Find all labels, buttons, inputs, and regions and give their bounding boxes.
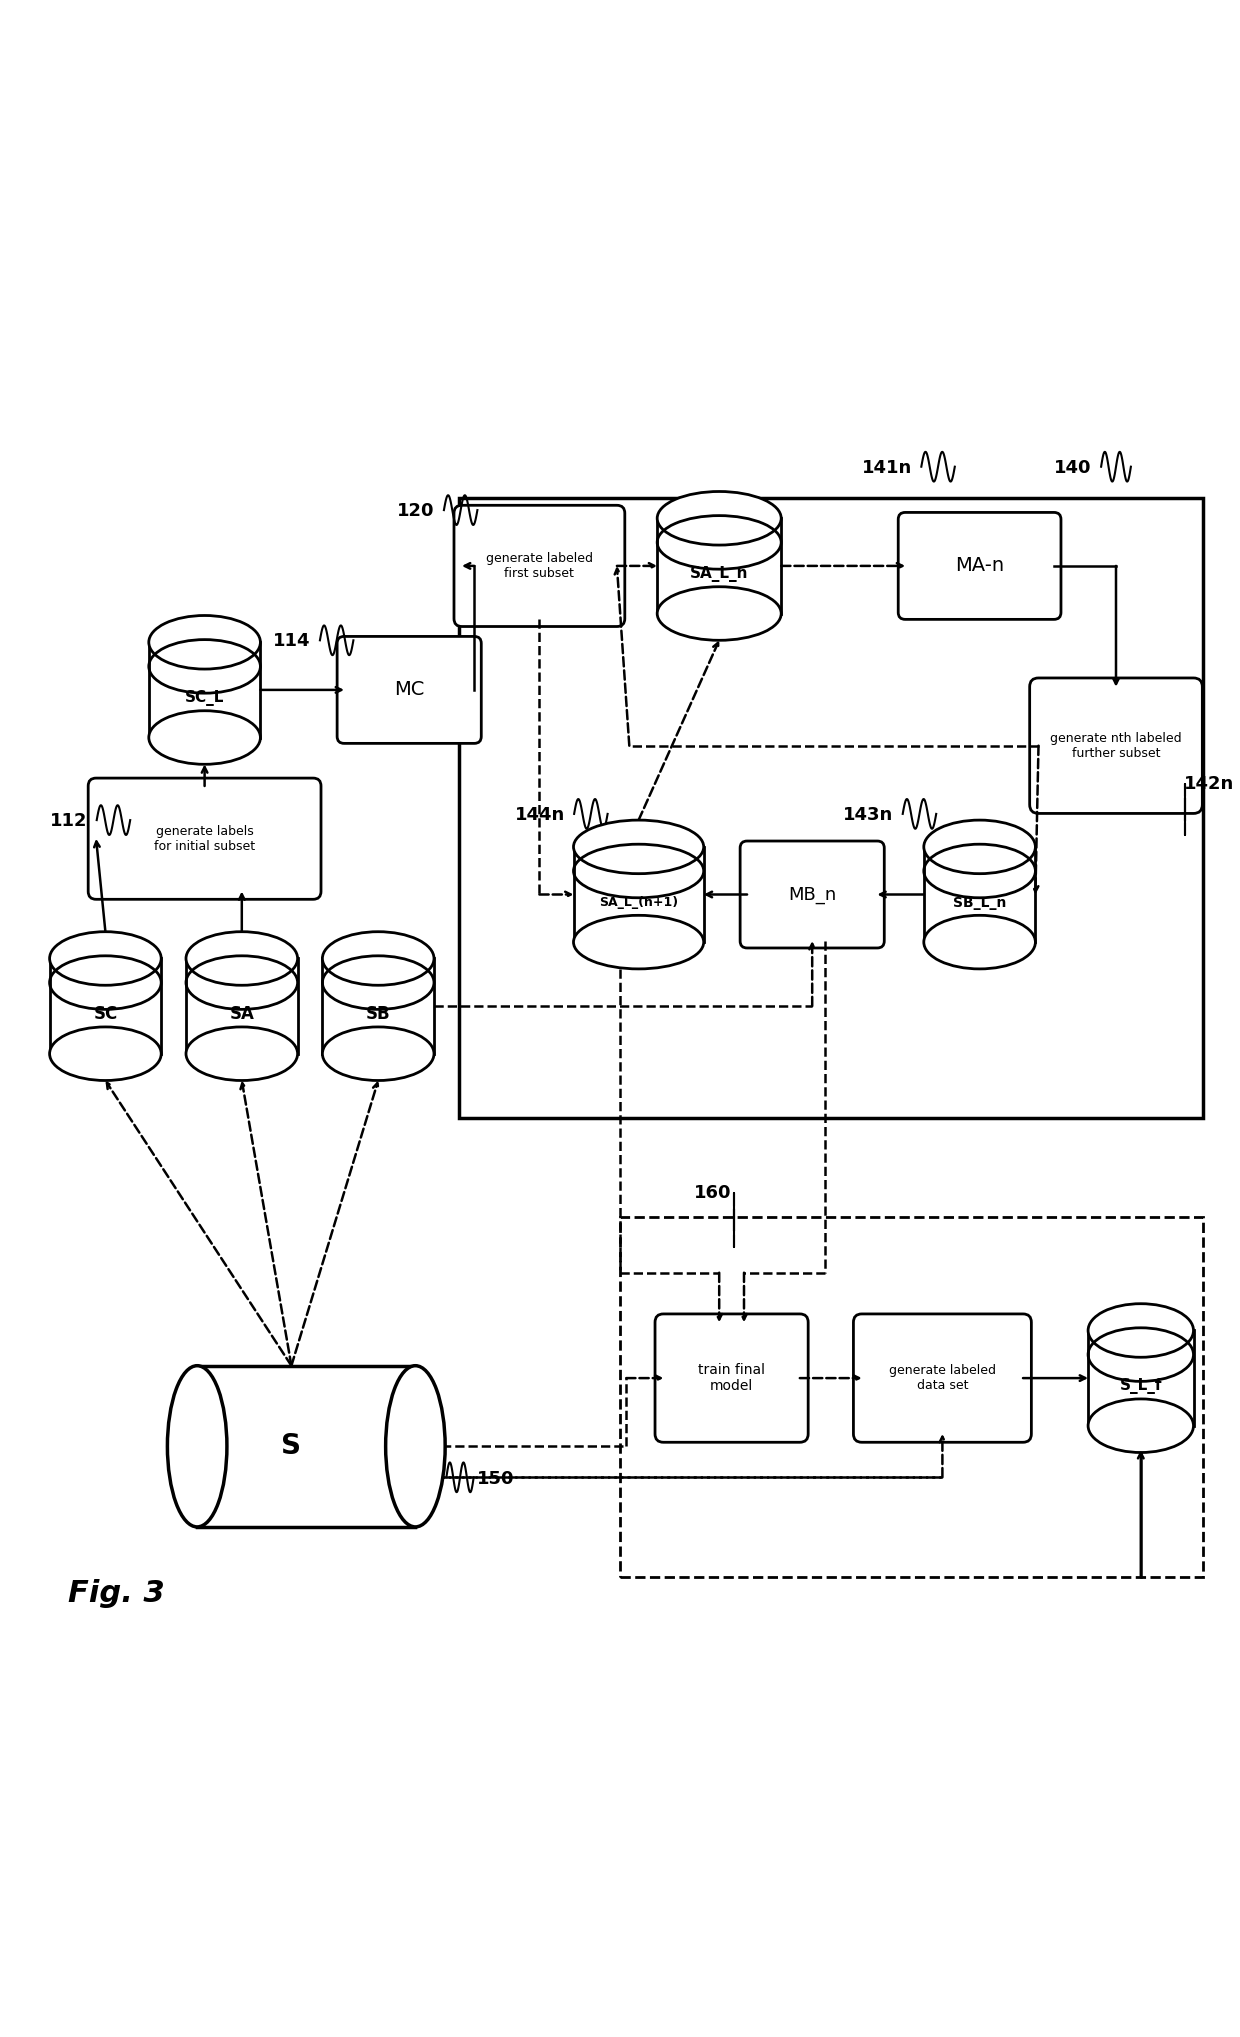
Text: 150: 150 xyxy=(477,1469,515,1487)
Ellipse shape xyxy=(149,711,260,764)
Ellipse shape xyxy=(573,915,704,970)
Ellipse shape xyxy=(322,1027,434,1080)
FancyBboxPatch shape xyxy=(620,1216,1203,1577)
Polygon shape xyxy=(50,959,161,1053)
Polygon shape xyxy=(573,847,704,943)
FancyBboxPatch shape xyxy=(337,636,481,744)
Ellipse shape xyxy=(186,1027,298,1080)
Text: generate labels
for initial subset: generate labels for initial subset xyxy=(154,825,255,854)
Polygon shape xyxy=(657,517,781,613)
Text: Fig. 3: Fig. 3 xyxy=(68,1579,165,1607)
Ellipse shape xyxy=(924,821,1035,874)
FancyBboxPatch shape xyxy=(898,513,1061,619)
Text: SC: SC xyxy=(93,1004,118,1023)
Ellipse shape xyxy=(50,1027,161,1080)
Text: S_L_f: S_L_f xyxy=(1120,1379,1162,1393)
Text: generate labeled
data set: generate labeled data set xyxy=(889,1365,996,1391)
FancyBboxPatch shape xyxy=(459,497,1203,1118)
Ellipse shape xyxy=(149,615,260,668)
Polygon shape xyxy=(322,959,434,1053)
FancyBboxPatch shape xyxy=(853,1314,1032,1442)
Text: 144n: 144n xyxy=(515,807,565,825)
Text: generate labeled
first subset: generate labeled first subset xyxy=(486,552,593,581)
Ellipse shape xyxy=(924,915,1035,970)
Text: 140: 140 xyxy=(1054,458,1091,477)
Text: SA_L_n: SA_L_n xyxy=(689,566,749,583)
Text: MB_n: MB_n xyxy=(789,886,836,904)
Ellipse shape xyxy=(657,587,781,640)
FancyBboxPatch shape xyxy=(454,505,625,627)
Polygon shape xyxy=(149,642,260,737)
FancyBboxPatch shape xyxy=(1029,678,1203,813)
Text: MC: MC xyxy=(394,680,424,699)
Text: 114: 114 xyxy=(273,634,310,650)
Text: SA_L_(n+1): SA_L_(n+1) xyxy=(599,896,678,909)
FancyBboxPatch shape xyxy=(740,841,884,947)
Ellipse shape xyxy=(386,1365,445,1528)
Text: SB_L_n: SB_L_n xyxy=(952,896,1007,911)
FancyBboxPatch shape xyxy=(655,1314,808,1442)
Polygon shape xyxy=(924,847,1035,943)
Ellipse shape xyxy=(1089,1304,1193,1357)
Ellipse shape xyxy=(50,931,161,986)
Polygon shape xyxy=(1089,1330,1193,1426)
FancyBboxPatch shape xyxy=(88,778,321,898)
Ellipse shape xyxy=(573,821,704,874)
Ellipse shape xyxy=(167,1365,227,1528)
Text: generate nth labeled
further subset: generate nth labeled further subset xyxy=(1050,731,1182,760)
Polygon shape xyxy=(186,959,298,1053)
Text: SC_L: SC_L xyxy=(185,691,224,707)
Ellipse shape xyxy=(1089,1399,1193,1452)
Ellipse shape xyxy=(186,931,298,986)
Text: train final
model: train final model xyxy=(698,1363,765,1393)
Text: 141n: 141n xyxy=(862,458,913,477)
Ellipse shape xyxy=(322,931,434,986)
Ellipse shape xyxy=(657,491,781,546)
Text: SA: SA xyxy=(229,1004,254,1023)
Text: S: S xyxy=(281,1432,301,1461)
Text: MA-n: MA-n xyxy=(955,556,1004,574)
Text: 142n: 142n xyxy=(1184,776,1235,792)
Text: SB: SB xyxy=(366,1004,391,1023)
Text: 143n: 143n xyxy=(843,807,894,825)
Text: 160: 160 xyxy=(694,1183,732,1202)
Text: 120: 120 xyxy=(397,503,434,519)
Polygon shape xyxy=(197,1365,415,1528)
Text: 112: 112 xyxy=(50,813,87,831)
